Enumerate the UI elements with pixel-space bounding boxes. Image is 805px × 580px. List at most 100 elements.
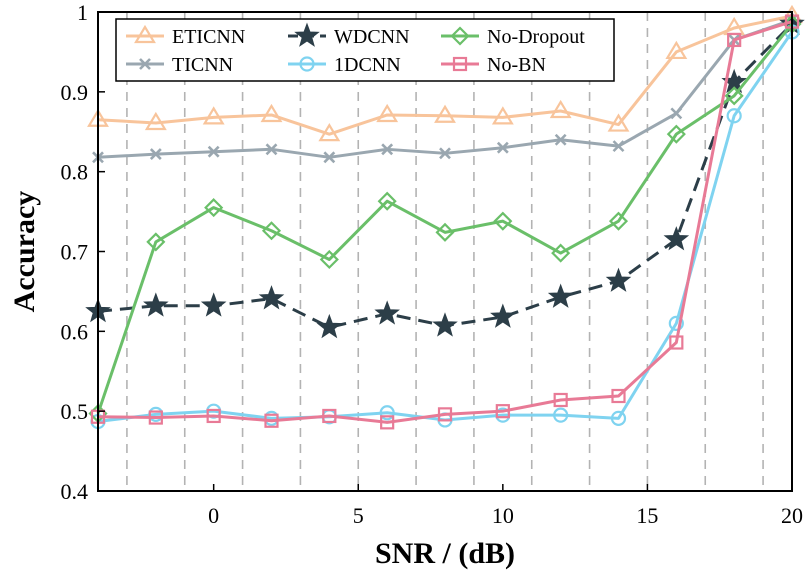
point-ticnn-3-b — [265, 143, 278, 156]
point-eticnn-4 — [318, 123, 341, 142]
point-1dcnn-11 — [726, 108, 742, 124]
point-eticnn-5 — [376, 103, 399, 123]
point-eticnn-6 — [434, 104, 456, 123]
legend-item-wdcnn: WDCNN — [288, 22, 410, 48]
legend-item-1dcnn: 1DCNN — [288, 54, 401, 76]
series-line-eticnn — [97, 14, 793, 136]
x-tick-label-2: 10 — [492, 503, 514, 528]
x-tick-label-1: 5 — [353, 503, 364, 528]
x-axis-title: SNR / (dB) — [375, 537, 515, 570]
legend-item-no-dropout: No-Dropout — [441, 26, 585, 48]
point-ticnn-1 — [149, 148, 162, 161]
point-no-bn-5 — [380, 415, 395, 430]
y-axis-title: Accuracy — [8, 191, 41, 313]
point-ticnn-8 — [554, 133, 567, 146]
point-eticnn-8 — [549, 99, 572, 119]
point-wdcnn-9 — [605, 267, 632, 292]
point-no-dropout-9 — [608, 211, 629, 231]
point-ticnn-9-b — [612, 140, 625, 153]
point-no-dropout-8 — [551, 243, 571, 263]
point-no-bn-4 — [322, 408, 337, 424]
point-1dcnn-9 — [610, 410, 627, 426]
ticks: 0 5 10 15 20 0.4 0.5 0.6 0.7 0.8 0.9 1 — [61, 0, 804, 528]
y-tick-label-6: 1 — [77, 0, 88, 25]
point-no-bn-9 — [611, 388, 626, 404]
legend-item-no-bn: No-BN — [441, 54, 546, 76]
point-ticnn-5-b — [381, 143, 394, 156]
legend-label-no-dropout: No-Dropout — [487, 26, 585, 48]
y-tick-label-3: 0.7 — [61, 240, 89, 265]
point-eticnn-7 — [491, 106, 514, 125]
point-wdcnn-5 — [374, 300, 400, 325]
point-no-bn-8 — [553, 392, 568, 408]
point-1dcnn-5 — [379, 405, 395, 421]
legend-marker-no-bn — [452, 56, 468, 72]
point-wdcnn-6 — [432, 312, 458, 337]
legend-label-eticnn: ETICNN — [172, 26, 245, 48]
point-ticnn-10-b — [670, 107, 683, 120]
legend-item-eticnn: ETICNN — [126, 24, 245, 48]
point-ticnn-7-b — [496, 141, 509, 154]
point-eticnn-1 — [144, 111, 167, 131]
legend-box — [115, 18, 615, 82]
point-eticnn-2 — [202, 106, 225, 125]
y-tick-label-5: 0.9 — [61, 80, 89, 105]
point-wdcnn-4 — [316, 313, 343, 339]
point-no-dropout-6 — [435, 222, 455, 242]
point-no-dropout-1 — [146, 232, 166, 252]
legend-item-ticnn: TICNN — [126, 54, 233, 76]
point-no-bn-1 — [148, 410, 163, 425]
legend-marker-no-dropout — [450, 26, 470, 46]
point-no-dropout-10 — [666, 124, 686, 144]
legend-marker-wdcnn — [294, 22, 320, 47]
series-no-dropout — [88, 14, 802, 424]
point-wdcnn-10 — [663, 226, 690, 251]
point-wdcnn-1 — [143, 292, 169, 317]
point-ticnn-8-b — [554, 133, 567, 146]
point-no-bn-6 — [437, 407, 453, 422]
point-eticnn-10 — [665, 40, 688, 60]
x-tick-label-3: 15 — [636, 503, 658, 528]
point-ticnn-3 — [265, 143, 278, 156]
legend-label-1dcnn: 1DCNN — [334, 54, 401, 76]
point-ticnn-6-b — [439, 147, 451, 160]
point-ticnn-6 — [439, 147, 451, 160]
legend-label-wdcnn: WDCNN — [334, 26, 410, 48]
point-no-dropout-7 — [493, 211, 513, 231]
y-tick-label-1: 0.5 — [61, 399, 89, 424]
y-tick-label-0: 0.4 — [61, 479, 89, 504]
point-ticnn-5 — [381, 143, 394, 156]
point-no-bn-7 — [495, 404, 510, 419]
point-no-dropout-5 — [377, 191, 397, 211]
point-ticnn-1-b — [149, 148, 162, 161]
x-tick-label-0: 0 — [208, 503, 219, 528]
series-wdcnn — [85, 10, 805, 339]
series-1dcnn — [90, 24, 800, 430]
legend-marker-1dcnn — [299, 56, 315, 72]
series-line-no-bn — [97, 20, 793, 424]
legend-label-no-bn: No-BN — [487, 54, 546, 76]
point-ticnn-2-b — [207, 145, 220, 158]
legend: ETICNN WDCNN No-Dropout TICNN 1DCNN No-BN — [115, 18, 615, 82]
point-ticnn-2 — [207, 145, 220, 158]
point-eticnn-3 — [260, 103, 283, 123]
point-ticnn-7 — [496, 141, 509, 154]
point-ticnn-9 — [612, 140, 625, 153]
series-line-no-dropout — [96, 23, 794, 415]
point-no-bn-10 — [669, 335, 684, 350]
legend-label-ticnn: TICNN — [172, 54, 233, 76]
point-no-bn-2 — [206, 408, 221, 424]
point-wdcnn-8 — [547, 283, 574, 308]
point-ticnn-4-b — [323, 151, 336, 164]
point-no-bn-11 — [727, 32, 742, 48]
point-1dcnn-10 — [668, 315, 684, 331]
point-no-dropout-2 — [204, 198, 224, 218]
point-wdcnn-2 — [200, 292, 227, 317]
series-ticnn — [92, 14, 798, 164]
series-line-1dcnn — [97, 31, 794, 424]
point-no-dropout-4 — [319, 249, 339, 270]
point-ticnn-4 — [323, 151, 336, 164]
point-no-bn-3 — [264, 413, 279, 428]
point-eticnn-9 — [607, 113, 630, 132]
